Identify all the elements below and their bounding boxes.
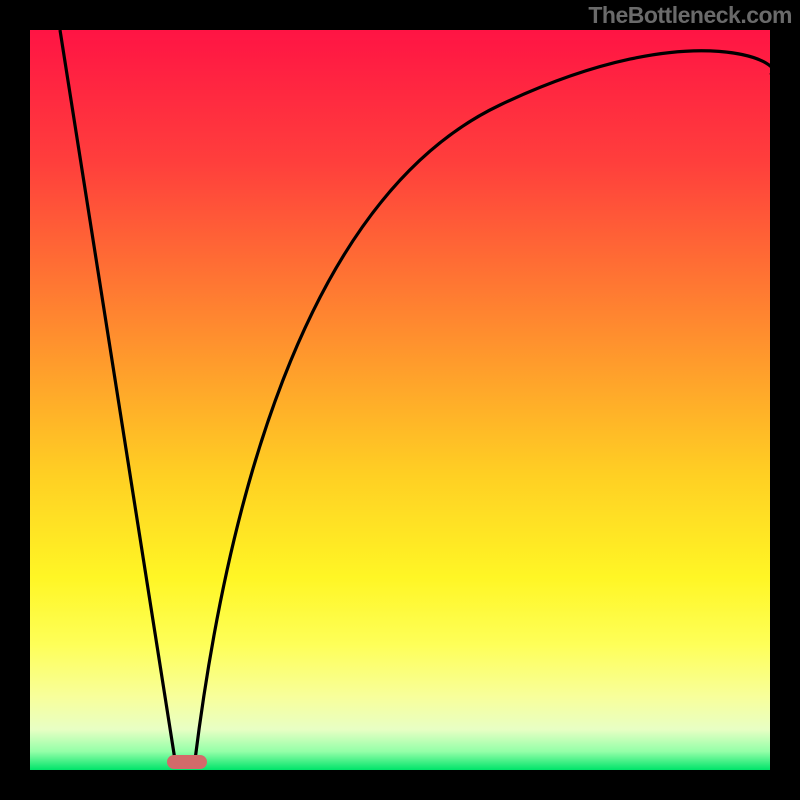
optimal-marker <box>167 755 207 769</box>
chart-plot-area <box>30 30 770 770</box>
watermark-text: TheBottleneck.com <box>588 2 792 29</box>
bottleneck-chart <box>0 0 800 800</box>
chart-container: TheBottleneck.com <box>0 0 800 800</box>
